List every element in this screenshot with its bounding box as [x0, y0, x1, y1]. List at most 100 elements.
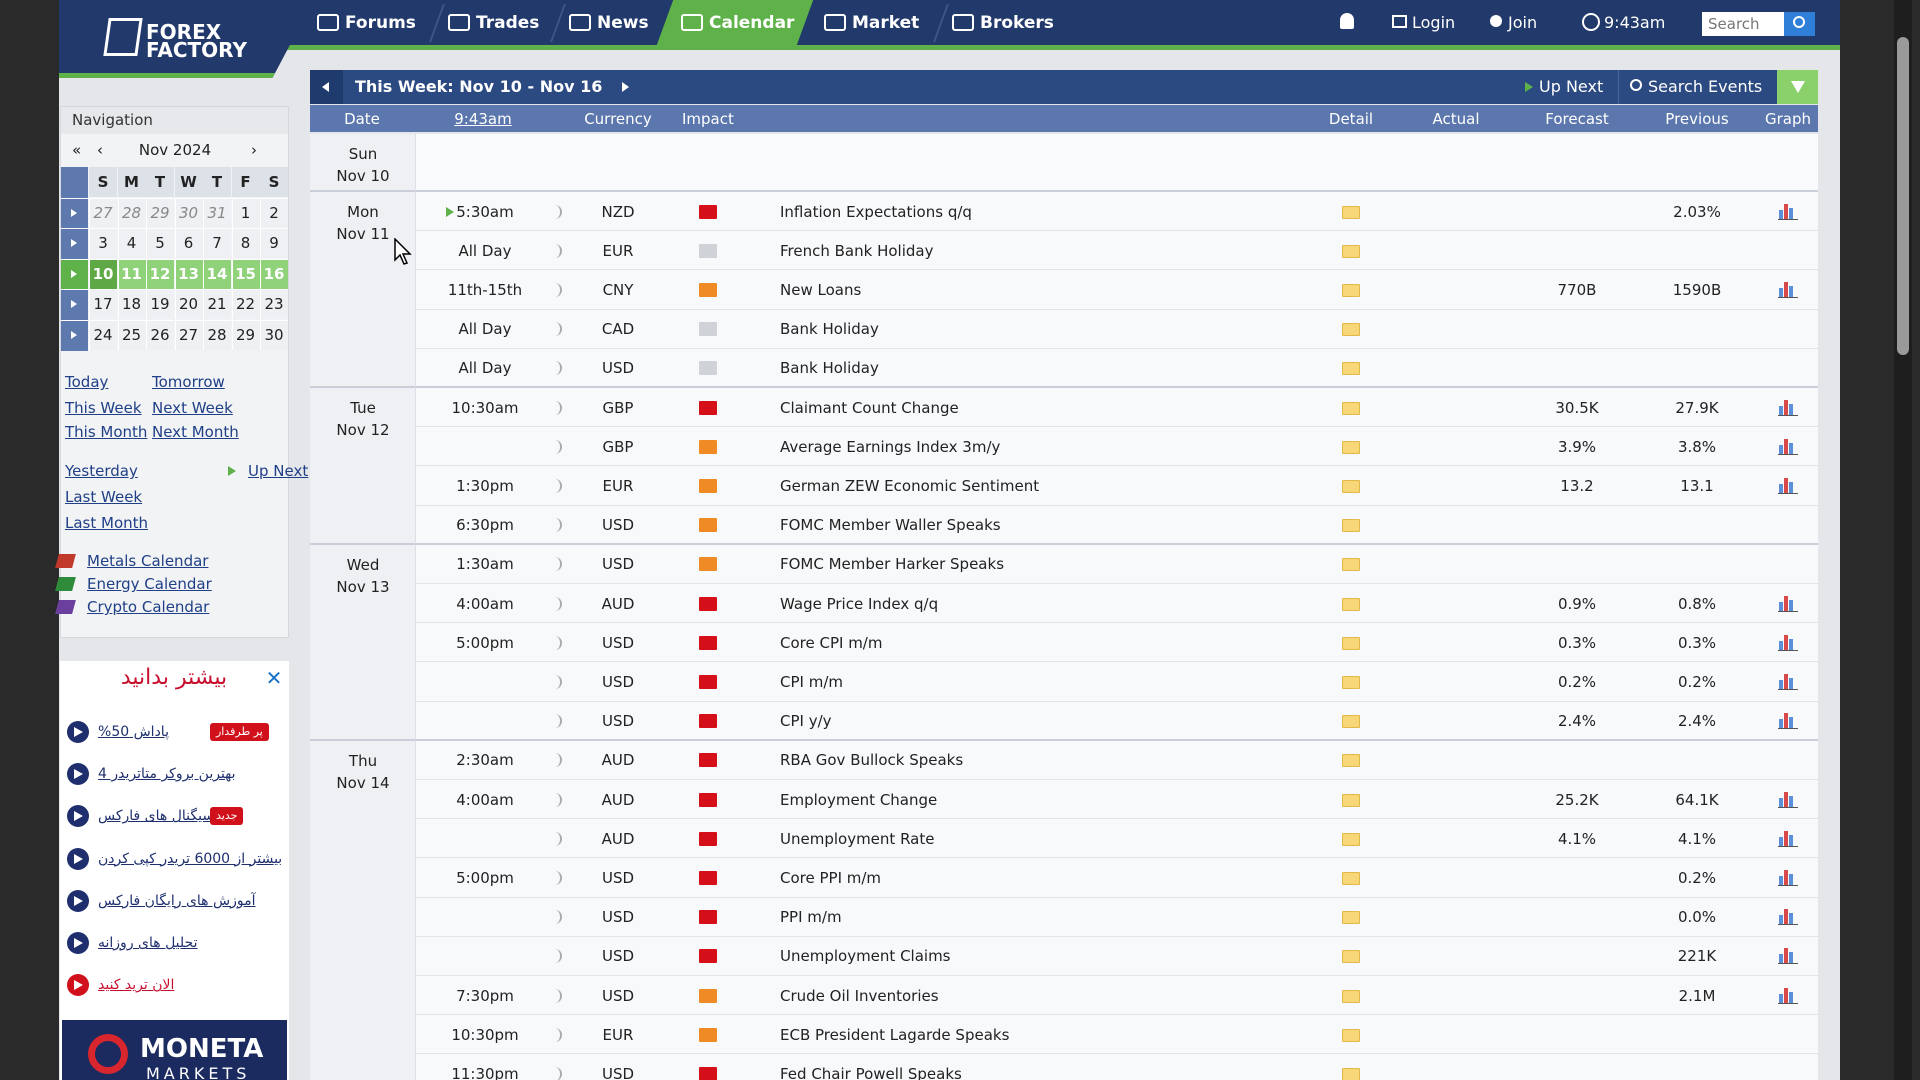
event-row[interactable] [416, 662, 1818, 702]
graph-icon[interactable] [1778, 986, 1798, 1004]
day-cell[interactable] [89, 258, 117, 289]
day-cell[interactable] [174, 320, 203, 350]
detail-icon[interactable] [1342, 558, 1360, 572]
next-week[interactable] [622, 82, 629, 92]
search-events-button[interactable]: Search Events [1648, 77, 1763, 96]
ad-link[interactable]: الان ترید کنید [98, 977, 175, 994]
day-cell[interactable] [203, 228, 231, 259]
day-cell[interactable] [260, 289, 288, 320]
day-cell[interactable] [146, 228, 174, 259]
event-row[interactable] [416, 348, 1818, 388]
ad-link[interactable]: پاداش 50% [98, 724, 169, 740]
nav-link[interactable]: Today [65, 373, 109, 391]
day-cell[interactable] [146, 258, 174, 289]
detail-icon[interactable] [1342, 636, 1360, 650]
join-link[interactable]: Join [1508, 13, 1538, 32]
month-first[interactable]: « [72, 141, 82, 159]
nav-link[interactable]: This Month [65, 423, 148, 441]
month-next[interactable]: › [251, 141, 257, 159]
graph-icon[interactable] [1778, 711, 1798, 730]
calendar-link[interactable]: Metals Calendar [87, 552, 209, 570]
day-cell[interactable] [89, 197, 117, 228]
graph-icon[interactable] [1778, 398, 1798, 416]
graph-icon[interactable] [1778, 868, 1798, 886]
day-cell[interactable] [231, 289, 260, 320]
detail-icon[interactable] [1342, 911, 1360, 925]
detail-icon[interactable] [1342, 597, 1360, 611]
day-cell[interactable] [146, 289, 174, 320]
month-prev[interactable]: ‹ [97, 141, 103, 159]
event-row[interactable] [416, 701, 1818, 741]
detail-icon[interactable] [1342, 1068, 1360, 1080]
day-cell[interactable] [117, 228, 146, 259]
day-cell[interactable] [231, 258, 260, 289]
event-row[interactable] [416, 544, 1818, 584]
detail-icon[interactable] [1342, 676, 1360, 689]
event-row[interactable] [416, 976, 1818, 1016]
event-row[interactable] [416, 192, 1818, 232]
ad-link[interactable]: بهترین بروکر متاتریدر 4 [98, 766, 236, 783]
day-cell[interactable] [174, 289, 203, 320]
event-row[interactable] [416, 584, 1818, 624]
graph-icon[interactable] [1778, 672, 1798, 690]
day-cell[interactable] [260, 258, 288, 289]
up-next-button[interactable]: Up Next [1539, 77, 1604, 96]
graph-icon[interactable] [1778, 476, 1798, 494]
day-cell[interactable] [231, 197, 260, 228]
graph-icon[interactable] [1778, 280, 1798, 298]
detail-icon[interactable] [1342, 715, 1360, 729]
nav-link[interactable]: Last Month [65, 514, 149, 532]
event-row[interactable] [416, 1054, 1818, 1080]
graph-icon[interactable] [1778, 829, 1798, 847]
day-cell[interactable] [203, 289, 231, 320]
ad-close[interactable]: ✕ [265, 666, 283, 690]
menu-item[interactable]: News [597, 13, 649, 33]
graph-icon[interactable] [1778, 790, 1798, 808]
detail-icon[interactable] [1342, 793, 1360, 807]
day-cell[interactable] [174, 258, 203, 289]
nav-link[interactable]: Up Next [248, 462, 309, 480]
login-link[interactable]: Login [1412, 13, 1456, 32]
ad-link[interactable]: بیشتر از 6000 تریدر کپی کردن [98, 850, 283, 867]
detail-icon[interactable] [1342, 362, 1360, 376]
ad-link[interactable]: آموزش های رایگان فارکس [98, 892, 256, 909]
calendar-link[interactable]: Energy Calendar [87, 575, 212, 593]
day-cell[interactable] [231, 228, 260, 259]
event-row[interactable] [416, 427, 1818, 467]
day-cell[interactable] [260, 320, 288, 350]
nav-link[interactable]: Last Week [65, 488, 143, 506]
event-row[interactable] [416, 740, 1818, 780]
day-cell[interactable] [89, 320, 117, 350]
event-row[interactable] [416, 897, 1818, 937]
event-row[interactable] [416, 936, 1818, 976]
graph-icon[interactable] [1778, 633, 1798, 651]
detail-icon[interactable] [1342, 244, 1360, 258]
day-cell[interactable] [174, 228, 203, 259]
menu-item[interactable]: Calendar [709, 13, 795, 33]
day-cell[interactable] [203, 258, 231, 289]
day-cell[interactable] [117, 197, 146, 228]
menu-item[interactable]: Trades [476, 13, 540, 33]
event-row[interactable] [416, 309, 1818, 349]
day-cell[interactable] [260, 197, 288, 228]
nav-link[interactable]: This Week [65, 399, 142, 417]
day-cell[interactable] [89, 289, 117, 320]
day-cell[interactable] [174, 197, 203, 228]
detail-icon[interactable] [1342, 950, 1360, 964]
day-cell[interactable] [89, 228, 117, 259]
menu-item[interactable]: Market [852, 13, 920, 33]
detail-icon[interactable] [1342, 323, 1360, 337]
calendar-link[interactable]: Crypto Calendar [87, 598, 210, 616]
day-cell[interactable] [146, 197, 174, 228]
day-cell[interactable] [117, 258, 146, 289]
detail-icon[interactable] [1342, 284, 1360, 297]
detail-icon[interactable] [1342, 754, 1360, 768]
event-row[interactable] [416, 623, 1818, 663]
graph-icon[interactable] [1778, 946, 1798, 965]
nav-link[interactable]: Yesterday [65, 462, 138, 480]
day-cell[interactable] [117, 289, 146, 320]
event-row[interactable] [416, 780, 1818, 820]
search-box[interactable]: Search [1702, 12, 1784, 36]
detail-icon[interactable] [1342, 832, 1360, 846]
nav-link[interactable]: Next Week [152, 399, 233, 417]
